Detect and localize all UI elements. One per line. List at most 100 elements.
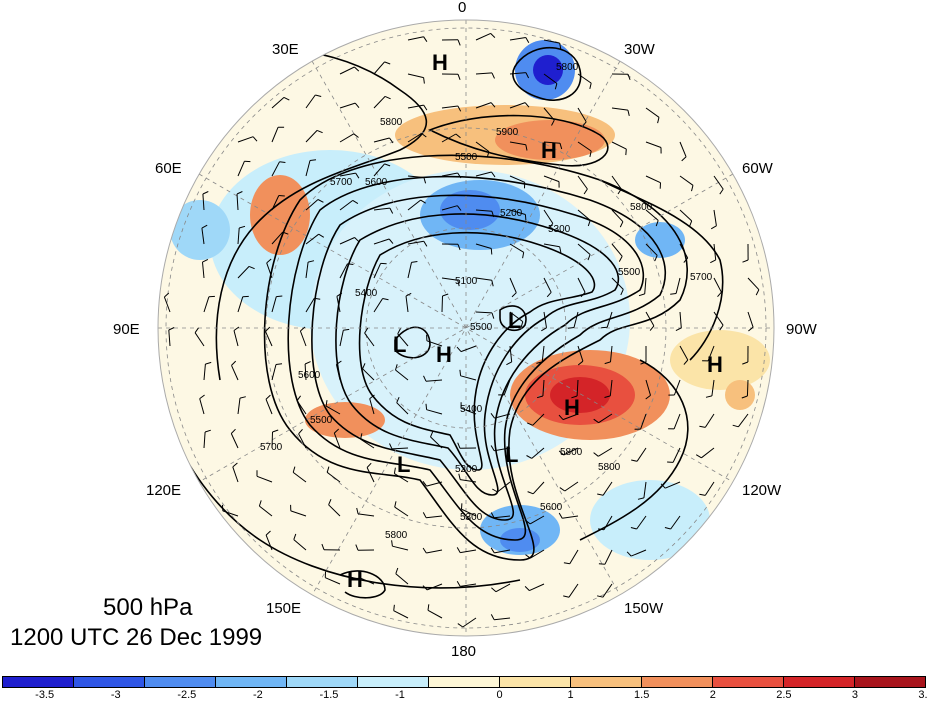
lon-label-60w: 60W [742,160,773,177]
wind-barb [746,379,749,397]
lon-label-150w: 150W [624,600,664,617]
wind-barb-flag [328,499,332,505]
wind-barb-flag [492,488,498,493]
contour-label: 5400 [355,288,378,299]
wind-barb-flag [362,363,366,369]
wind-barb-flag [230,428,236,434]
wind-barb-flag [491,280,494,287]
wind-barb-flag [326,466,330,473]
contour-label: 5900 [496,127,519,138]
contour-label: 5800 [385,530,408,541]
wind-barb-flag [536,395,544,399]
wind-barb [543,175,560,183]
wind-barb-flag [627,74,631,80]
wind-barb [577,107,587,123]
wind-barb-flag [248,265,255,270]
wind-barb-flag [282,231,289,235]
contour-label: 5600 [540,502,563,513]
wind-barb-flag [168,327,175,331]
wind-barb-flag [388,238,394,244]
wind-barb [360,438,375,449]
wind-barb [265,399,273,415]
wind-barb [230,433,239,449]
wind-barb [562,413,579,421]
wind-barb [475,243,492,249]
wind-barb-flag [491,211,495,218]
colorbar-segment [429,677,500,687]
wind-barb [201,228,205,245]
wind-barb-flag [755,289,760,296]
wind-barb-flag [558,512,563,519]
wind-barb-flag [292,466,296,473]
wind-barb [602,481,613,496]
wind-barb [644,277,647,294]
wind-barb-flag [571,395,578,399]
wind-barb-flag [194,327,199,333]
wind-barb-flag [395,364,398,371]
wind-barb [598,413,613,424]
wind-barb-flag [382,298,389,301]
contour-label: 5700 [330,177,353,188]
lon-label-90e: 90E [113,321,140,338]
wind-barb-flag [333,428,340,434]
wind-barb-flag [316,129,323,134]
wind-barb [298,433,307,449]
wind-barb-flag [548,223,554,229]
wind-barb-flag [589,150,592,158]
wind-barb [475,311,493,314]
wind-barb-flag [525,72,530,79]
wind-barb [393,610,409,619]
colorbar-tick-label: -1 [395,689,405,701]
wind-barb [325,577,341,585]
wind-barb-flag [204,429,211,433]
colorbar-segment [571,677,642,687]
wind-barb-flag [490,512,495,519]
wind-barb-flag [231,360,237,366]
wind-barb [199,398,205,415]
wind-barb [339,172,356,177]
wind-barb [292,471,307,483]
wind-barb [509,141,526,146]
lon-label-90w: 90W [786,321,817,338]
contour-label: 5100 [455,276,478,287]
contour-label: 5500 [455,152,478,163]
wind-barb [509,345,513,362]
low-pressure-marker: L [393,332,406,357]
wind-barb [564,481,579,492]
lon-label-180: 180 [451,643,477,660]
high-pressure-marker: H [707,352,723,377]
wind-barb-flag [593,452,599,457]
colorbar-segment [145,677,216,687]
wind-barb [339,263,348,279]
wind-barb-flag [524,586,530,591]
wind-barb [366,467,375,483]
contour-label: 5800 [560,447,583,458]
wind-barb [532,481,545,495]
wind-barb [462,617,477,628]
wind-barb-flag [423,241,428,247]
wind-barb-flag [506,361,512,366]
wind-barb-flag [275,363,283,365]
wind-barb [426,549,443,554]
wind-barb [577,73,592,84]
wind-barb [237,161,245,177]
wind-barb [475,32,491,41]
wind-barb [407,262,412,279]
wind-barb-flag [491,312,495,319]
wind-barb-flag [705,395,713,398]
wind-barb-flag [617,188,622,195]
wind-barb [271,127,279,143]
wind-barb [701,447,715,459]
wind-barb-flag [265,394,271,400]
wind-barb-flag [558,414,564,420]
wind-barb [679,345,689,361]
wind-barb [222,510,239,517]
colorbar-segment [74,677,145,687]
wind-barb [299,330,307,347]
high-pressure-marker: H [432,50,448,75]
wind-barb-flag [691,185,694,192]
wind-barb [460,549,477,554]
wind-barb-flag [683,359,689,365]
wind-barb [562,515,579,519]
wind-barb-flag [563,595,570,598]
